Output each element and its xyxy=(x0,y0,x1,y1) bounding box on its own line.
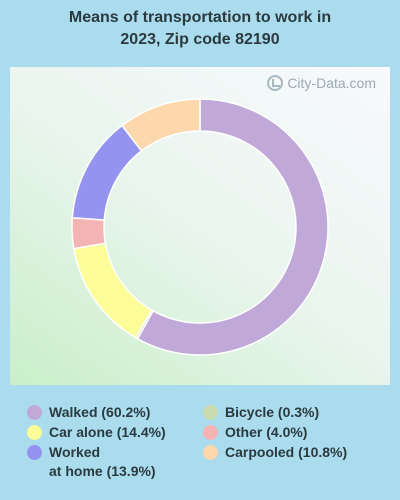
legend-swatch xyxy=(203,445,218,460)
legend-swatch xyxy=(203,425,218,440)
legend-item-carpooled: Carpooled (10.8%) xyxy=(203,443,347,462)
watermark-text: City-Data.com xyxy=(287,75,376,91)
legend-swatch xyxy=(27,405,42,420)
slice-worked-at-home xyxy=(71,124,143,221)
plot-area: City-Data.com xyxy=(10,67,390,385)
watermark: City-Data.com xyxy=(267,75,376,91)
legend-item-other: Other (4.0%) xyxy=(203,423,307,442)
slice-car-alone xyxy=(72,242,153,339)
legend-item-walked: Walked (60.2%) xyxy=(27,403,150,422)
legend-label: Carpooled (10.8%) xyxy=(225,444,348,460)
chart-title: Means of transportation to work in 2023,… xyxy=(68,9,332,48)
legend-item-worked-at-home: Worked at home (13.9%) xyxy=(27,443,156,481)
slice-walked xyxy=(136,98,329,356)
legend-swatch xyxy=(27,425,42,440)
legend-item-bicycle: Bicycle (0.3%) xyxy=(203,403,319,422)
legend-label: Worked at home (13.9%) xyxy=(49,444,156,479)
donut-chart xyxy=(71,98,329,356)
legend-label: Walked (60.2%) xyxy=(49,404,151,420)
legend-swatch xyxy=(27,445,42,460)
legend-label: Bicycle (0.3%) xyxy=(225,404,320,420)
legend-item-car-alone: Car alone (14.4%) xyxy=(27,423,166,442)
city-data-logo-icon xyxy=(267,75,284,91)
legend-swatch xyxy=(203,405,218,420)
legend-label: Other (4.0%) xyxy=(225,424,308,440)
slice-carpooled xyxy=(120,98,201,152)
legend-label: Car alone (14.4%) xyxy=(49,424,166,440)
slice-other xyxy=(71,216,107,250)
